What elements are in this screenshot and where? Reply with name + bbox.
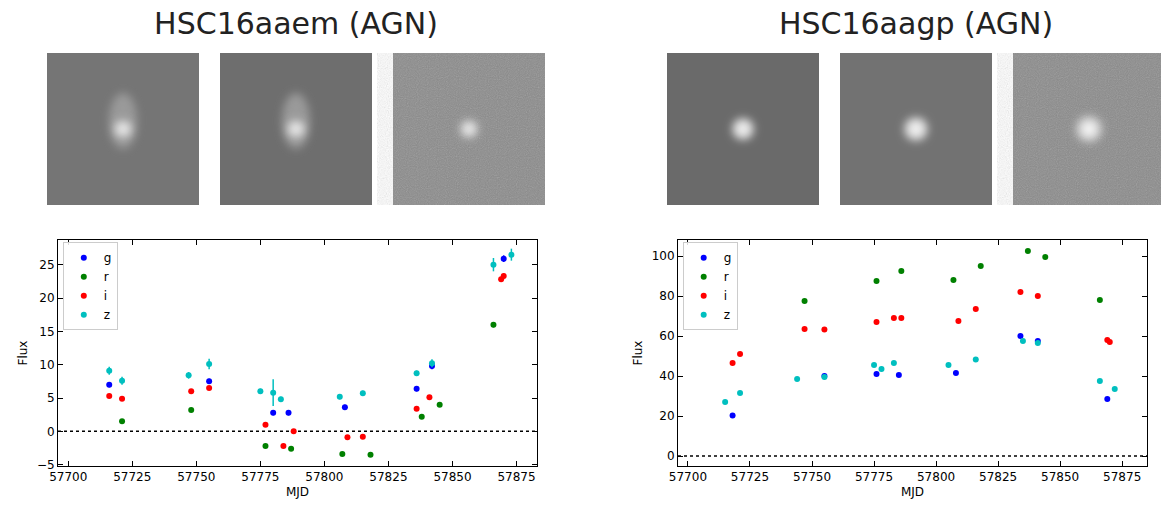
svg-text:57800: 57800 xyxy=(305,470,343,484)
svg-text:Flux: Flux xyxy=(631,341,645,366)
svg-text:z: z xyxy=(724,308,730,322)
svg-text:MJD: MJD xyxy=(286,485,309,499)
svg-text:57800: 57800 xyxy=(917,470,955,484)
svg-text:−5: −5 xyxy=(37,458,55,472)
svg-text:MJD: MJD xyxy=(901,485,924,499)
svg-text:10: 10 xyxy=(39,358,54,372)
svg-text:57700: 57700 xyxy=(49,470,87,484)
svg-text:57875: 57875 xyxy=(1103,470,1141,484)
svg-text:57875: 57875 xyxy=(497,470,535,484)
svg-text:0: 0 xyxy=(667,449,675,463)
svg-text:57700: 57700 xyxy=(669,470,707,484)
svg-text:57725: 57725 xyxy=(731,470,769,484)
svg-text:15: 15 xyxy=(39,325,54,339)
svg-text:57825: 57825 xyxy=(369,470,407,484)
svg-text:r: r xyxy=(724,270,729,284)
html-text:HSC16aagp (AGN): HSC16aagp (AGN) xyxy=(778,6,1054,41)
svg-text:57750: 57750 xyxy=(793,470,831,484)
svg-text:z: z xyxy=(104,308,110,322)
svg-text:57750: 57750 xyxy=(177,470,215,484)
svg-text:57775: 57775 xyxy=(241,470,279,484)
svg-text:i: i xyxy=(104,289,107,303)
svg-text:g: g xyxy=(724,251,732,265)
svg-text:20: 20 xyxy=(39,291,54,305)
svg-text:5: 5 xyxy=(47,391,55,405)
svg-text:25: 25 xyxy=(39,258,54,272)
svg-text:0: 0 xyxy=(47,425,55,439)
svg-text:57850: 57850 xyxy=(1041,470,1079,484)
svg-text:r: r xyxy=(104,270,109,284)
svg-text:57825: 57825 xyxy=(979,470,1017,484)
svg-text:57725: 57725 xyxy=(113,470,151,484)
svg-text:i: i xyxy=(724,289,727,303)
svg-text:40: 40 xyxy=(659,369,674,383)
svg-text:57775: 57775 xyxy=(855,470,893,484)
svg-text:20: 20 xyxy=(659,409,674,423)
html-text:HSC16aaem (AGN): HSC16aaem (AGN) xyxy=(154,6,438,41)
svg-text:g: g xyxy=(104,251,112,265)
svg-text:80: 80 xyxy=(659,289,674,303)
svg-text:Flux: Flux xyxy=(16,341,30,366)
svg-text:60: 60 xyxy=(659,329,674,343)
svg-text:100: 100 xyxy=(652,249,675,263)
svg-text:57850: 57850 xyxy=(433,470,471,484)
